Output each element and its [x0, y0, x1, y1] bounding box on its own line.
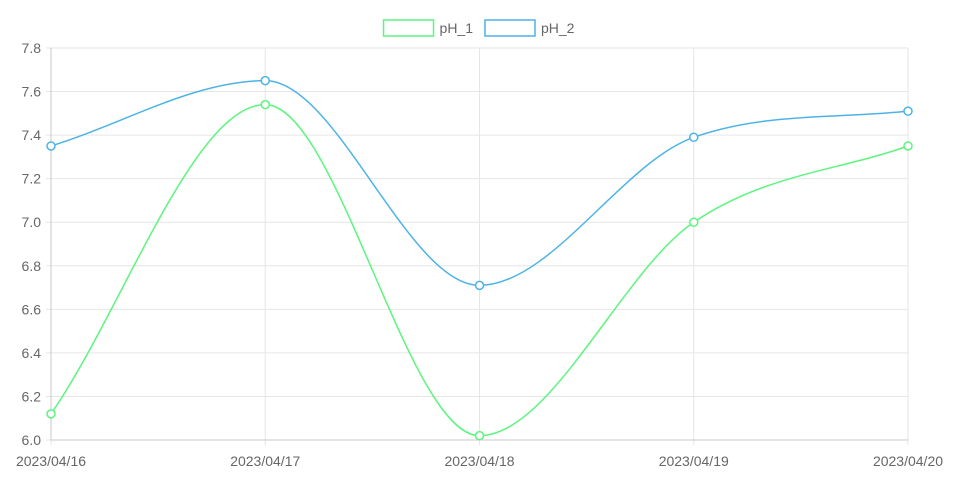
- y-tick-label: 6.0: [22, 432, 42, 448]
- data-point[interactable]: [689, 132, 699, 143]
- legend[interactable]: pH_1 pH_2: [382, 19, 575, 37]
- legend-label: pH_2: [541, 20, 575, 36]
- y-tick-label: 7.0: [22, 214, 42, 230]
- data-point[interactable]: [903, 141, 913, 151]
- y-tick-label: 6.8: [22, 258, 42, 274]
- series-line: [50, 103, 909, 437]
- y-tick-label: 6.4: [22, 345, 42, 361]
- y-tick-label: 7.4: [22, 127, 42, 143]
- legend-item-pH_1[interactable]: pH_1: [382, 19, 474, 37]
- y-tick-label: 7.6: [22, 84, 42, 100]
- data-point[interactable]: [903, 106, 913, 116]
- series-pH_2: [46, 75, 913, 291]
- y-tick-label: 7.2: [22, 171, 42, 187]
- legend-swatch: [484, 19, 536, 37]
- legend-swatch: [382, 19, 435, 37]
- x-tick-label: 2023/04/18: [444, 453, 514, 469]
- x-tick-label: 2023/04/16: [16, 453, 86, 469]
- y-tick-label: 6.6: [22, 301, 42, 317]
- series-pH_1: [46, 99, 913, 441]
- x-tick-label: 2023/04/17: [230, 453, 300, 469]
- data-point[interactable]: [474, 430, 485, 441]
- x-tick-label: 2023/04/19: [659, 453, 729, 469]
- data-point[interactable]: [260, 99, 270, 110]
- data-point[interactable]: [689, 217, 699, 227]
- legend-label: pH_1: [440, 20, 474, 36]
- legend-item-pH_2[interactable]: pH_2: [484, 19, 575, 37]
- x-tick-label: 2023/04/20: [873, 453, 943, 469]
- x-tick-labels: 2023/04/16 2023/04/17 2023/04/18 2023/04/19…: [16, 453, 943, 469]
- grid: [46, 47, 909, 445]
- data-point[interactable]: [260, 75, 270, 86]
- y-tick-labels: 6.0 6.2 6.4 6.6 6.8 7.0 7.2 7.4 7.6 7.8: [22, 40, 42, 448]
- series-layer: [46, 75, 913, 441]
- data-point[interactable]: [474, 280, 485, 291]
- data-point[interactable]: [46, 409, 56, 419]
- y-tick-label: 6.2: [22, 388, 42, 404]
- data-point[interactable]: [46, 141, 56, 151]
- y-tick-label: 7.8: [22, 40, 42, 56]
